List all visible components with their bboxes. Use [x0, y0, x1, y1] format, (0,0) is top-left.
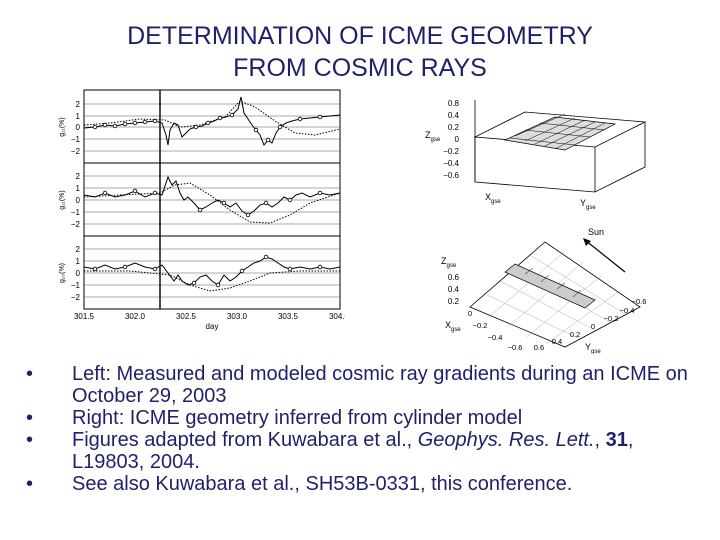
- top-mesh-lines: [509, 113, 606, 150]
- bottom-x-label: Xgse: [445, 320, 461, 333]
- icme-geometry-figure: 0.8 0.4 0.2 0 −0.2 −0.4 −0.6 Zgse Xgse Y…: [425, 99, 647, 354]
- bullet-list: • Left: Measured and modeled cosmic ray g…: [26, 363, 706, 495]
- bottom-ytick: −0.6: [632, 297, 647, 306]
- panel-2-ylabel: g₁₁(%): [59, 190, 66, 210]
- xtick: 303.0: [227, 312, 248, 321]
- panel-1: 2 1 0 −1 −2 g₁₁(%): [59, 89, 341, 164]
- panel-3-ytick: −2: [71, 293, 81, 302]
- panel-2-measured-curve: [83, 175, 341, 216]
- panel-2-gridlines: [84, 175, 340, 225]
- bullet-text-prefix: Figures adapted from Kuwabara et al.,: [72, 429, 418, 451]
- journal-name: Geophys. Res. Lett.: [417, 429, 595, 451]
- panel-2: 2 1 0 −1 −2 g₁₁(%): [59, 162, 341, 237]
- xtick: 302.5: [176, 312, 197, 321]
- bottom-ytick: 0.6: [534, 343, 544, 352]
- top-ztick: 0.2: [448, 123, 460, 132]
- panel-1-frame: [83, 89, 341, 164]
- top-ztick: −0.2: [443, 147, 459, 156]
- panel-1-markers: [92, 112, 323, 143]
- sun-arrow-head: [583, 238, 591, 246]
- bullet-marker: •: [26, 363, 34, 385]
- top-ztick: 0.4: [448, 111, 460, 120]
- panel-1-ytick: 1: [76, 112, 81, 121]
- top-z-label: Zgse: [425, 130, 441, 143]
- bottom-xtick: −0.6: [508, 343, 523, 352]
- bottom-ytick: 0.4: [552, 337, 562, 346]
- bottom-ytick: −0.4: [620, 306, 635, 315]
- bullet-marker: •: [26, 473, 34, 495]
- bullet-text-suffix: , L19803, 2004.: [72, 429, 634, 473]
- panel-2-ytick: −1: [71, 208, 81, 217]
- panel-3-gridlines: [84, 248, 340, 298]
- panel-3-ytick: −1: [71, 281, 81, 290]
- bottom-y-label: Ygse: [585, 342, 601, 354]
- panel-3-ylabel: g₁₀(%): [59, 263, 66, 283]
- bullet-text: See also Kuwabara et al., SH53B-0331, th…: [72, 473, 573, 495]
- slide-title: DETERMINATION OF ICME GEOMETRY FROM COSM…: [0, 20, 720, 84]
- panel-3-markers: [92, 254, 323, 288]
- xtick: 301.5: [74, 312, 95, 321]
- top-ztick: −0.6: [443, 171, 459, 180]
- bottom-xtick: −0.2: [473, 321, 488, 330]
- bottom-ytick: 0: [591, 322, 595, 331]
- top-ztick: −0.4: [443, 159, 459, 168]
- bullet-item: • Right: ICME geometry inferred from cyli…: [26, 407, 706, 429]
- slide-title-line-2: FROM COSMIC RAYS: [233, 54, 487, 82]
- bottom-ztick: 0.4: [448, 285, 460, 294]
- volume-number: 31: [605, 429, 628, 451]
- top-ztick: 0: [455, 135, 460, 144]
- xtick: 304.0: [329, 312, 345, 321]
- sun-arrow-line: [584, 239, 626, 273]
- panel-1-ytick: −1: [71, 135, 81, 144]
- top-y-label: Ygse: [580, 198, 596, 211]
- top-ztick: 0.8: [448, 99, 460, 108]
- panel-2-ytick: 1: [76, 184, 81, 193]
- panel-3-model-curve: [84, 270, 340, 292]
- bullet-item: • Figures adapted from Kuwabara et al., G…: [26, 429, 706, 473]
- xtick: 303.5: [278, 312, 299, 321]
- bullet-text: Left: Measured and modeled cosmic ray gr…: [72, 363, 688, 407]
- top-cylinder-mesh: [503, 116, 617, 151]
- panel-3-frame: [83, 235, 341, 310]
- top-3d-view: 0.8 0.4 0.2 0 −0.2 −0.4 −0.6 Zgse Xgse Y…: [425, 99, 647, 211]
- panel-3: 2 1 0 −1 −2 g₁₀(%): [59, 235, 341, 310]
- bottom-ztick: 0.6: [448, 273, 460, 282]
- panel-2-ytick: 0: [76, 196, 81, 205]
- bottom-xtick: 0: [468, 309, 472, 318]
- bottom-z-label: Zgse: [441, 256, 457, 269]
- panel-1-ylabel: g₁₁(%): [59, 117, 66, 137]
- bullet-text: Right: ICME geometry inferred from cylin…: [72, 407, 523, 429]
- panel-1-gridlines: [84, 103, 340, 152]
- bottom-base-plane: [469, 241, 641, 348]
- sun-label: Sun: [588, 227, 604, 237]
- xtick: 302.0: [125, 312, 146, 321]
- bullet-marker: •: [26, 429, 34, 451]
- panel-1-ytick: −2: [71, 147, 81, 156]
- panel-2-markers: [102, 188, 323, 218]
- bottom-ztick: 0.2: [448, 297, 460, 306]
- bottom-xtick: −0.4: [488, 333, 503, 342]
- bottom-ytick: −0.2: [604, 314, 619, 323]
- panel-3-ytick: 2: [76, 245, 81, 254]
- bottom-ytick: 0.2: [570, 330, 580, 339]
- slide-title-line-1: DETERMINATION OF ICME GEOMETRY: [127, 22, 593, 50]
- panel-2-ytick: −2: [71, 220, 81, 229]
- bullet-item: • Left: Measured and modeled cosmic ray g…: [26, 363, 706, 407]
- panel-3-ytick: 0: [76, 269, 81, 278]
- bottom-base-grid: [484, 251, 626, 345]
- panel-2-ytick: 2: [76, 172, 81, 181]
- bullet-marker: •: [26, 407, 34, 429]
- cosmic-ray-gradient-figure: 2 1 0 −1 −2 g₁₁(%) 2 1 0 −1: [59, 89, 345, 331]
- bottom-cylinder-mesh: [504, 263, 596, 309]
- bullet-item: • See also Kuwabara et al., SH53B-0331, t…: [26, 473, 706, 495]
- panel-3-ytick: 1: [76, 257, 81, 266]
- bullet-text-sep: ,: [594, 429, 606, 451]
- panel-3-measured-curve: [83, 256, 341, 286]
- panel-2-frame: [83, 162, 341, 237]
- panel-1-ytick: 2: [76, 100, 81, 109]
- x-axis-label: day: [206, 322, 219, 331]
- panel-1-ytick: 0: [76, 123, 81, 132]
- bottom-3d-view: Sun Zgse 0.6 0.4 0.2 Xgse 0 −0.2 −0.4 −0…: [441, 227, 646, 354]
- top-x-label: Xgse: [485, 192, 501, 205]
